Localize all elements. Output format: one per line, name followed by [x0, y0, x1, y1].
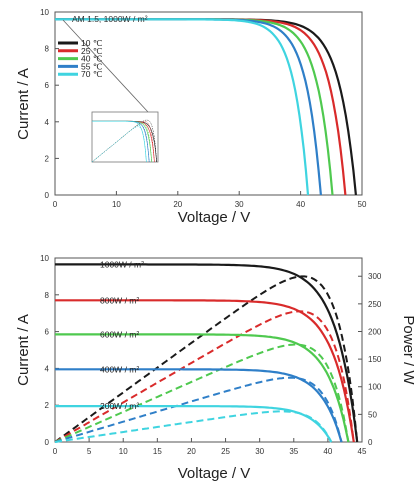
chart1-legend-label-2: 40 ℃ — [81, 54, 103, 64]
chart2-xlabel: Voltage / V — [178, 465, 251, 482]
chart2-series-label-2: 600W / m² — [100, 329, 139, 339]
chart-irradiance: 0 5 10 15 20 25 30 35 40 450246810050100150200250… — [15, 254, 414, 482]
chart2-plot-area — [54, 257, 363, 443]
chart2-y2label: Power / W — [400, 315, 414, 385]
chart2-x-tick-label: 30 — [255, 447, 264, 456]
chart1-x-tick-label: 30 — [235, 200, 244, 209]
chart2-y2-tick-label: 0 — [368, 438, 373, 447]
chart2-y2-tick-label: 250 — [368, 300, 382, 309]
chart2-x-tick-label: 45 — [358, 447, 367, 456]
chart2-x-tick-label: 35 — [289, 447, 298, 456]
chart2-iv-line-3 — [55, 368, 343, 443]
chart2-x-tick-label: 0 — [53, 447, 58, 456]
chart2-pv-line-1 — [54, 310, 355, 443]
chart2-y2-tick-label: 100 — [368, 383, 382, 392]
chart1-y-tick-label: 0 — [45, 191, 50, 200]
chart1-legend-label-4: 70 ℃ — [81, 69, 103, 79]
chart2-x-tick-label: 40 — [323, 447, 332, 456]
chart1-inset-iv-4 — [92, 120, 147, 163]
chart2-x-tick-label: 25 — [221, 447, 230, 456]
chart2-x-tick-label: 5 — [87, 447, 92, 456]
chart1-y-tick-label: 10 — [40, 8, 49, 17]
chart1-y-tick-label: 4 — [45, 118, 50, 127]
chart-temperature: 0 10 20 30 40 50 0 2 4 6 8 10 AM 1.5, 1000W / m² 10… — [15, 8, 367, 226]
chart1-ylabel: Current / A — [15, 68, 32, 140]
chart2-series-label-3: 400W / m² — [100, 364, 139, 374]
chart2-y2-tick-label: 150 — [368, 355, 382, 364]
chart2-y-tick-label: 8 — [45, 291, 50, 300]
chart1-x-tick-label: 50 — [358, 200, 367, 209]
chart1-xlabel: Voltage / V — [178, 209, 251, 226]
chart2-y-tick-label: 10 — [40, 254, 49, 263]
chart1-zoom-line — [62, 19, 149, 113]
chart2-y-tick-label: 4 — [45, 364, 50, 373]
chart2-x-tick-label: 10 — [119, 447, 128, 456]
chart2-ylabel: Current / A — [15, 314, 32, 386]
chart2-iv-line-4 — [55, 405, 333, 443]
chart1-y-tick-label: 8 — [45, 45, 50, 54]
chart2-y-tick-label: 2 — [45, 401, 50, 410]
chart2-x-tick-label: 20 — [187, 447, 196, 456]
chart2-series-label-1: 800W / m² — [100, 295, 139, 305]
chart1-plot-area — [54, 11, 363, 196]
chart2-series-label-4: 200W / m² — [100, 401, 139, 411]
chart2-x-tick-label: 15 — [153, 447, 162, 456]
chart2-iv-line-1 — [55, 299, 355, 443]
chart1-inset-pv-4 — [91, 126, 147, 163]
chart1-series-line-4 — [55, 18, 310, 196]
chart1-legend-label-3: 55 ℃ — [81, 61, 103, 71]
chart2-pv-line-0 — [54, 275, 359, 443]
chart1-x-tick-label: 10 — [112, 200, 121, 209]
chart1-inset-frame — [91, 111, 159, 163]
chart1-inset — [91, 111, 159, 163]
chart1-legend-label-1: 25 ℃ — [81, 46, 103, 56]
chart2-pv-line-2 — [54, 343, 350, 443]
chart2-y2-tick-label: 50 — [368, 410, 377, 419]
chart1-x-tick-label: 40 — [296, 200, 305, 209]
chart2-y-tick-label: 6 — [45, 328, 50, 337]
chart1-annotation: AM 1.5, 1000W / m² — [72, 14, 148, 24]
chart1-x-tick-label: 20 — [173, 200, 182, 209]
chart2-pv-line-3 — [54, 376, 343, 443]
chart2-y-tick-label: 0 — [45, 438, 50, 447]
chart2-y2-tick-label: 300 — [368, 272, 382, 281]
chart1-x-tick-label: 0 — [53, 200, 58, 209]
chart1-y-tick-label: 2 — [45, 154, 50, 163]
chart1-y-tick-label: 6 — [45, 81, 50, 90]
chart2-y2-tick-label: 200 — [368, 327, 382, 336]
chart2-iv-line-0 — [55, 263, 359, 443]
chart2-series-label-0: 1000W / m² — [100, 259, 144, 269]
chart1-inset-pv-3 — [91, 124, 150, 163]
chart2-pv-line-4 — [54, 410, 333, 443]
chart2-iv-line-2 — [55, 333, 350, 443]
chart1-legend-label-0: 10 ℃ — [81, 38, 103, 48]
